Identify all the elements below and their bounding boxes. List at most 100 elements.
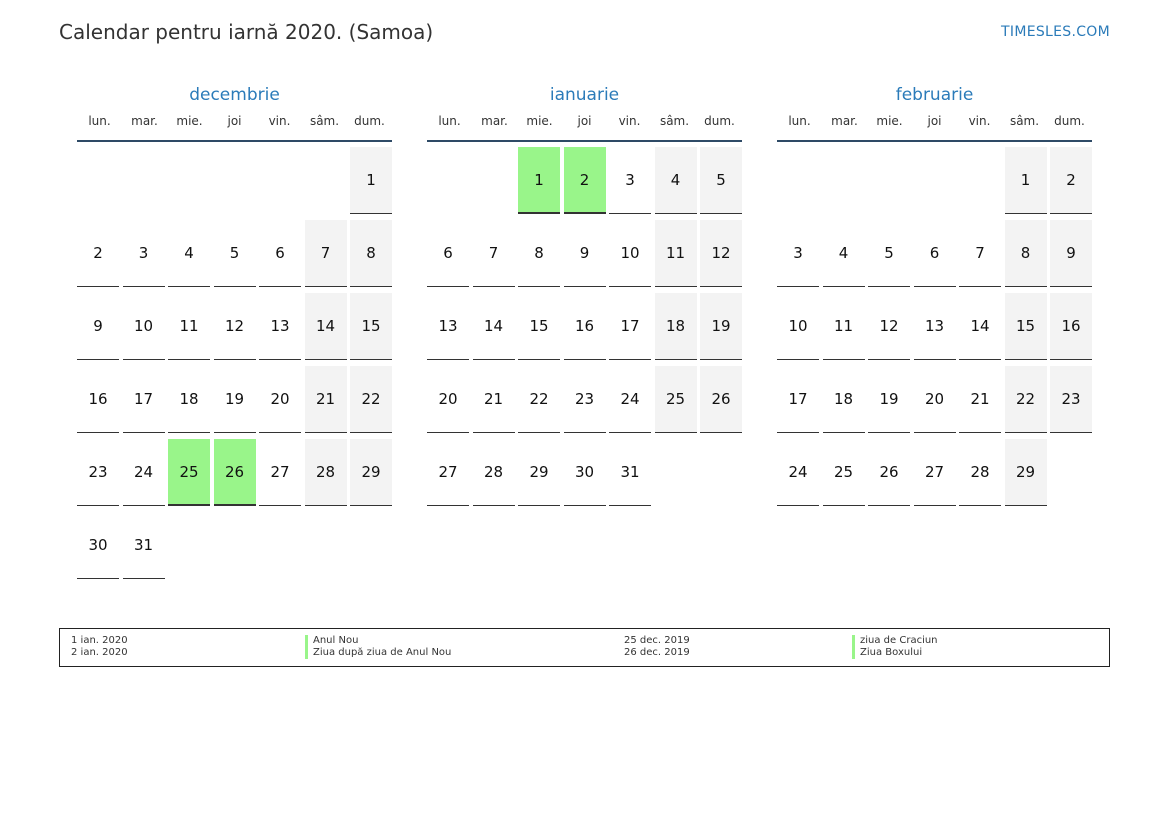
day-cell: 10	[609, 220, 651, 287]
day-cell: 27	[913, 439, 956, 506]
day-cell: 31	[122, 512, 165, 579]
day-cell: 18	[168, 366, 210, 433]
weekday-label: joi	[227, 114, 242, 128]
day-cell: 5	[213, 220, 256, 287]
day-cell: 13	[259, 293, 301, 360]
weekday-label: dum.	[704, 114, 735, 128]
day-cell: 4	[822, 220, 865, 287]
day-cell: 5	[700, 147, 742, 214]
day-cell: 3	[609, 147, 651, 214]
day-cell: 14	[472, 293, 515, 360]
day-cell: 10	[122, 293, 165, 360]
day-cell: 7	[304, 220, 347, 287]
day-cell: 15	[1004, 293, 1047, 360]
day-cell: 18	[654, 293, 697, 360]
day-cell: 9	[77, 293, 119, 360]
day-cell: 19	[868, 366, 910, 433]
page-title: Calendar pentru iarnă 2020. (Samoa)	[59, 20, 434, 44]
weekday-label: vin.	[268, 114, 291, 128]
day-cell: 22	[518, 366, 560, 433]
holiday-legend: 1 ian. 2020 Anul Nou 2 ian. 2020 Ziua după …	[59, 628, 1110, 667]
month-decembrie: decembrie lun. mar. mie. joi vin. sâm. dum. 1 2 3 4…	[77, 82, 392, 579]
weekday-header: lun. mar. mie. joi vin. sâm. dum.	[777, 108, 1092, 142]
day-cell: 24	[609, 366, 651, 433]
day-cell: 1	[350, 147, 392, 214]
legend-holiday-name: ziua de Craciun	[852, 635, 938, 647]
day-cell: 29	[1004, 439, 1047, 506]
day-cell: 29	[518, 439, 560, 506]
day-cell: 17	[122, 366, 165, 433]
weekday-label: mie.	[176, 114, 203, 128]
day-cell: 20	[913, 366, 956, 433]
weekday-label: vin.	[968, 114, 991, 128]
month-ianuarie: ianuarie lun. mar. mie. joi vin. sâm. dum. 1 2 3 4 5…	[427, 82, 742, 506]
day-cell: 11	[168, 293, 210, 360]
day-cell: 29	[350, 439, 392, 506]
day-cell: 2	[77, 220, 119, 287]
day-cell: 23	[77, 439, 119, 506]
day-cell: 11	[654, 220, 697, 287]
day-cell: 31	[609, 439, 651, 506]
day-cell: 7	[472, 220, 515, 287]
day-cell: 13	[913, 293, 956, 360]
weekday-label: mie.	[526, 114, 553, 128]
day-cell: 2	[1050, 147, 1092, 214]
weekday-label: dum.	[354, 114, 385, 128]
day-cell: 24	[122, 439, 165, 506]
day-cell: 8	[1004, 220, 1047, 287]
day-cell: 25	[822, 439, 865, 506]
day-cell: 17	[609, 293, 651, 360]
day-cell: 30	[563, 439, 606, 506]
legend-date: 26 dec. 2019	[624, 647, 690, 658]
day-cell: 28	[304, 439, 347, 506]
day-cell: 5	[868, 220, 910, 287]
weekday-label: sâm.	[1009, 114, 1040, 128]
day-cell: 21	[472, 366, 515, 433]
day-cell: 8	[350, 220, 392, 287]
day-cell: 7	[959, 220, 1001, 287]
weekday-label: vin.	[618, 114, 641, 128]
day-cell: 24	[777, 439, 819, 506]
weekday-label: joi	[927, 114, 942, 128]
month-name: ianuarie	[549, 85, 620, 105]
day-cell: 8	[518, 220, 560, 287]
day-cell: 16	[77, 366, 119, 433]
weekday-label: joi	[577, 114, 592, 128]
day-cell: 9	[563, 220, 606, 287]
day-cell: 15	[350, 293, 392, 360]
day-cell: 19	[700, 293, 742, 360]
day-cell: 25	[654, 366, 697, 433]
day-cell: 18	[822, 366, 865, 433]
weekday-label: lun.	[88, 114, 111, 128]
day-cell: 25	[168, 439, 210, 506]
day-cell: 3	[777, 220, 819, 287]
day-cell: 23	[563, 366, 606, 433]
day-cell: 12	[700, 220, 742, 287]
day-cell: 16	[1050, 293, 1092, 360]
weekday-header: lun. mar. mie. joi vin. sâm. dum.	[77, 108, 392, 142]
weekday-header: lun. mar. mie. joi vin. sâm. dum.	[427, 108, 742, 142]
day-cell: 9	[1050, 220, 1092, 287]
day-cell: 11	[822, 293, 865, 360]
weekday-label: lun.	[788, 114, 811, 128]
day-cell: 14	[304, 293, 347, 360]
day-cell: 15	[518, 293, 560, 360]
day-cell: 14	[959, 293, 1001, 360]
weekday-label: mar.	[131, 114, 158, 128]
day-cell: 22	[1004, 366, 1047, 433]
day-cell: 12	[868, 293, 910, 360]
day-cell: 20	[427, 366, 469, 433]
day-cell: 27	[427, 439, 469, 506]
legend-holiday-name: Ziua după ziua de Anul Nou	[305, 647, 451, 659]
day-cell: 21	[304, 366, 347, 433]
day-cell: 4	[654, 147, 697, 214]
day-cell: 16	[563, 293, 606, 360]
site-link[interactable]: TIMESLES.COM	[1001, 24, 1110, 40]
day-cell: 28	[472, 439, 515, 506]
day-cell: 6	[427, 220, 469, 287]
weekday-label: mar.	[831, 114, 858, 128]
month-name: decembrie	[189, 85, 280, 105]
weekday-label: sâm.	[309, 114, 340, 128]
day-cell: 19	[213, 366, 256, 433]
day-cell: 28	[959, 439, 1001, 506]
